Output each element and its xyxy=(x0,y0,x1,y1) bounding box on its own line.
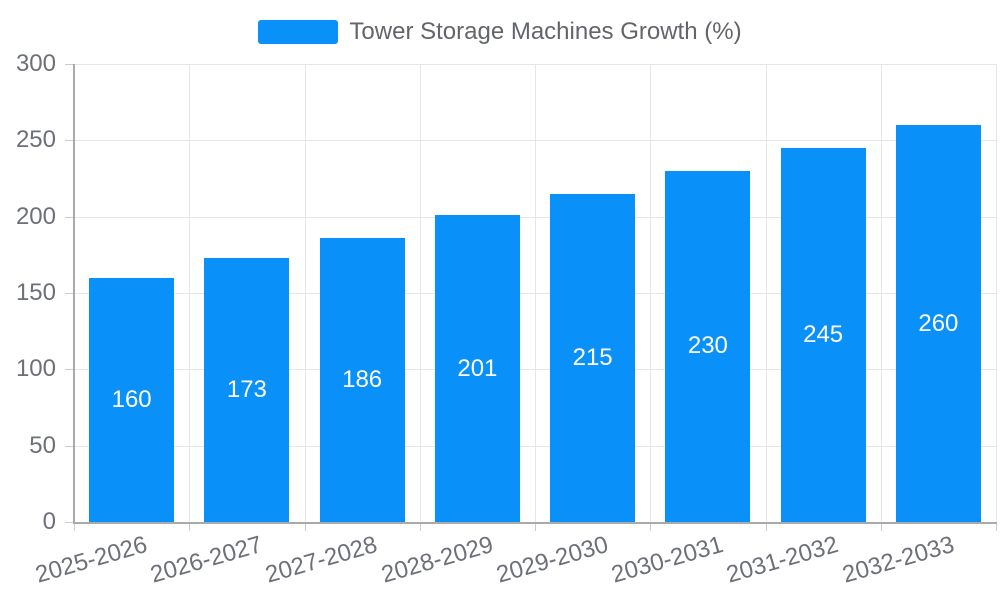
y-axis-label: 150 xyxy=(15,279,56,306)
gridline-vertical xyxy=(419,64,421,522)
y-axis-line xyxy=(73,64,75,522)
x-axis-label: 2026-2027 xyxy=(147,531,266,589)
x-axis-label: 2030-2031 xyxy=(608,531,727,589)
x-axis-tick xyxy=(74,522,75,531)
x-axis-tick xyxy=(880,522,882,531)
bar[interactable] xyxy=(550,193,636,522)
bar-value-label: 215 xyxy=(572,343,613,371)
bar-value-label: 230 xyxy=(687,332,728,360)
bar-value-label: 260 xyxy=(918,309,959,337)
x-axis-label: 2028-2029 xyxy=(378,531,496,589)
y-axis-tick xyxy=(65,293,74,294)
x-axis-tick xyxy=(765,522,767,531)
bar[interactable] xyxy=(319,238,405,522)
legend-color-swatch xyxy=(258,20,339,44)
y-axis-label: 0 xyxy=(42,508,56,535)
x-axis-line xyxy=(73,522,997,524)
gridline-vertical xyxy=(304,64,306,522)
bar[interactable] xyxy=(665,170,751,522)
y-axis-tick xyxy=(65,64,74,65)
x-axis-tick xyxy=(650,522,652,531)
y-axis-label: 300 xyxy=(15,50,56,77)
x-axis-tick xyxy=(304,522,306,531)
x-axis-label: 2031-2032 xyxy=(723,531,842,589)
gridline-vertical xyxy=(535,64,536,522)
bar[interactable] xyxy=(89,277,175,522)
x-axis-label: 2029-2030 xyxy=(493,531,612,589)
bar[interactable] xyxy=(204,257,290,522)
bar-value-label: 173 xyxy=(226,375,267,403)
x-axis-label: 2027-2028 xyxy=(262,531,381,589)
gridline-vertical xyxy=(996,64,997,522)
bar-value-label: 160 xyxy=(111,385,152,413)
x-axis-tick xyxy=(996,522,997,531)
bar-value-label: 186 xyxy=(342,366,383,394)
gridline-vertical xyxy=(880,64,882,522)
gridline-vertical xyxy=(189,64,191,522)
bar-value-label: 201 xyxy=(457,354,498,382)
y-axis-tick xyxy=(65,522,74,523)
bar[interactable] xyxy=(434,215,520,522)
y-axis-label: 50 xyxy=(29,431,56,459)
legend-series-label: Tower Storage Machines Growth (%) xyxy=(349,18,742,45)
x-axis-label: 2032-2033 xyxy=(839,531,957,589)
y-axis-tick xyxy=(65,140,74,142)
y-axis-label: 200 xyxy=(15,202,56,230)
bar-value-label: 245 xyxy=(803,320,844,348)
bar[interactable] xyxy=(780,147,866,522)
x-axis-tick xyxy=(419,522,421,531)
x-axis-label: 2025-2026 xyxy=(32,531,151,589)
y-axis-tick xyxy=(65,216,74,218)
gridline-vertical xyxy=(650,64,652,522)
y-axis-label: 250 xyxy=(15,126,56,154)
x-axis-tick xyxy=(535,522,536,531)
y-axis-label: 100 xyxy=(15,355,56,383)
x-axis-tick xyxy=(189,522,191,531)
y-axis-tick xyxy=(65,369,74,371)
legend-item[interactable]: Tower Storage Machines Growth (%) xyxy=(0,18,1000,46)
y-axis-tick xyxy=(65,445,74,447)
bar[interactable] xyxy=(895,125,981,522)
gridline-vertical xyxy=(765,64,767,522)
